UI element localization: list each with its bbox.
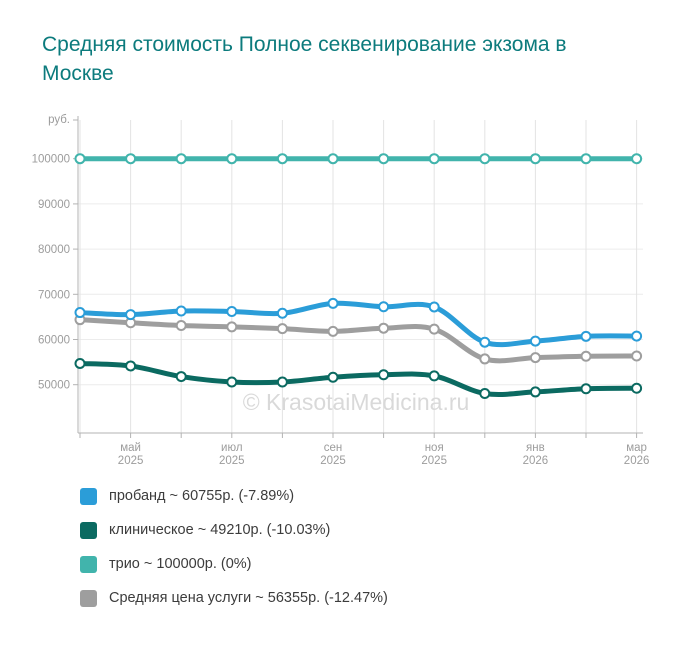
legend-item-label: клиническое ~ 49210р. (-10.03%) [109,522,331,538]
data-point-marker [74,153,86,165]
watermark: © KrasotaiMedicina.ru [243,389,470,415]
data-point-marker [580,383,592,395]
average-price-swatch-icon [80,589,97,607]
data-point-marker [226,305,238,317]
x-tick-label-month: май [120,442,141,454]
data-point-marker [378,153,390,165]
data-point-marker [74,357,86,369]
series-пробанд [74,297,643,348]
data-point-marker [327,297,339,309]
series-клиническое [74,357,643,400]
data-point-marker [74,307,86,319]
data-point-marker [631,350,643,362]
chart-legend: пробанд ~ 60755р. (-7.89%) клиническое ~… [80,479,388,615]
data-point-marker [580,330,592,342]
data-point-marker [125,360,137,372]
data-point-marker [428,370,440,382]
x-tick-label-month: ноя [425,442,444,454]
data-point-marker [175,153,187,165]
data-point-marker [327,371,339,383]
legend-item-label: пробанд ~ 60755р. (-7.89%) [109,488,295,504]
data-point-marker [580,153,592,165]
data-point-marker [226,321,238,333]
chart-title: Средняя стоимость Полное секвенирование … [42,33,567,85]
data-point-marker [479,353,491,365]
data-point-marker [428,323,440,335]
y-tick-label: 60000 [38,335,70,347]
data-point-marker [327,153,339,165]
data-point-marker [529,352,541,364]
data-point-marker [529,153,541,165]
y-tick-label: 70000 [38,289,70,301]
data-point-marker [276,307,288,319]
data-point-marker [276,323,288,335]
series-трио [74,153,643,165]
data-point-marker [175,319,187,331]
data-point-marker [529,335,541,347]
data-point-marker [479,153,491,165]
data-point-marker [125,309,137,321]
data-point-marker [378,322,390,334]
x-tick-label-year: 2025 [118,455,144,467]
x-tick-label-month: мар [626,442,647,454]
trio-swatch-icon [80,555,97,573]
y-tick-label: 50000 [38,380,70,392]
legend-item-clinical[interactable]: клиническое ~ 49210р. (-10.03%) [80,513,388,547]
x-tick-label-year: 2026 [523,455,549,467]
data-point-marker [631,330,643,342]
y-tick-label: 100000 [32,154,70,166]
y-tick-label: 80000 [38,244,70,256]
data-point-marker [529,386,541,398]
data-point-marker [226,153,238,165]
x-tick-label-year: 2025 [320,455,346,467]
y-tick-label: 90000 [38,199,70,211]
data-point-marker [175,305,187,317]
legend-item-label: Средняя цена услуги ~ 56355р. (-12.47%) [109,590,388,606]
x-tick-label-year: 2025 [421,455,447,467]
x-tick-label-year: 2026 [624,455,650,467]
clinical-swatch-icon [80,521,97,539]
data-point-marker [479,388,491,400]
data-point-marker [378,369,390,381]
data-point-marker [175,371,187,383]
data-point-marker [276,376,288,388]
data-point-marker [631,382,643,394]
legend-item-average-price[interactable]: Средняя цена услуги ~ 56355р. (-12.47%) [80,581,388,615]
data-point-marker [378,301,390,313]
data-point-marker [226,376,238,388]
data-point-marker [479,336,491,348]
data-point-marker [276,153,288,165]
data-point-marker [327,325,339,337]
data-point-marker [125,153,137,165]
data-point-marker [631,153,643,165]
proband-swatch-icon [80,487,97,505]
x-tick-label-month: сен [324,442,343,454]
data-point-marker [428,301,440,313]
x-tick-label-month: янв [526,442,545,454]
legend-item-label: трио ~ 100000р. (0%) [109,556,252,572]
legend-item-trio[interactable]: трио ~ 100000р. (0%) [80,547,388,581]
series-Средняя цена услуги [74,314,643,365]
price-history-chart: 5000060000700008000090000100000руб.май20… [32,114,650,467]
x-tick-label-year: 2025 [219,455,245,467]
legend-item-proband[interactable]: пробанд ~ 60755р. (-7.89%) [80,479,388,513]
y-axis-unit-label: руб. [48,114,70,126]
x-tick-label-month: июл [221,442,243,454]
data-point-marker [428,153,440,165]
data-point-marker [580,350,592,362]
